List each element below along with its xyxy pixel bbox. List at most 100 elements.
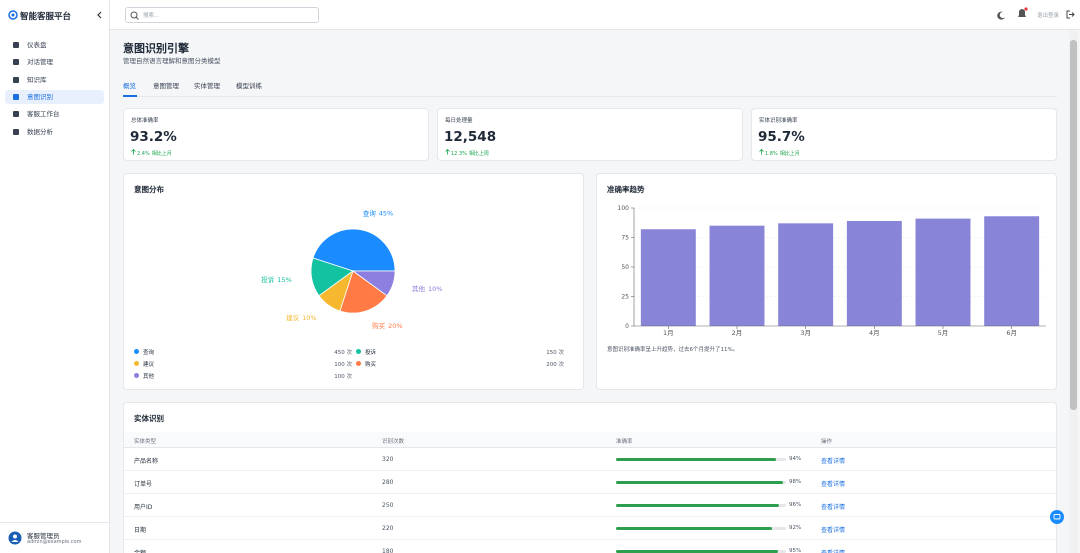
scrollbar[interactable] xyxy=(1069,30,1078,553)
legend-item: 建议 100 次 xyxy=(134,360,352,368)
nav-icon xyxy=(13,128,19,135)
progress-track xyxy=(616,550,786,553)
nav-item[interactable]: 数据分析 xyxy=(5,125,104,139)
slice-value: 10% xyxy=(428,285,442,293)
column-header: 准确率 xyxy=(616,439,633,445)
y-tick-label: 25 xyxy=(621,294,629,301)
nav-label: 客服工作台 xyxy=(27,110,60,119)
nav-item[interactable]: 客服工作台 xyxy=(5,107,104,121)
legend-item: 购买 200 次 xyxy=(356,360,574,368)
notification-bell[interactable] xyxy=(1016,6,1028,20)
slice-value: 10% xyxy=(302,314,316,322)
progress-track xyxy=(616,481,786,484)
x-tick-label: 2月 xyxy=(732,329,743,337)
bar-chart: 0 25 50 75 100 1月 2月 3月 4月 5月 6月 xyxy=(618,205,1046,337)
view-details-link[interactable]: 查看详情 xyxy=(821,458,846,465)
slice-category: 购买 xyxy=(372,321,386,330)
column-header: 识别次数 xyxy=(382,439,405,445)
legend-swatch xyxy=(356,349,361,354)
change-value: 2.4% xyxy=(137,151,150,157)
nav-label: 数据分析 xyxy=(27,127,53,136)
table-row: 用户ID 250 96% 查看详情 xyxy=(124,494,1056,517)
legend-label: 查询 xyxy=(143,350,155,356)
legend-label: 其他 xyxy=(143,374,155,380)
nav-label: 意图识别 xyxy=(27,92,53,101)
collapse-button[interactable] xyxy=(96,11,104,19)
progress-bar xyxy=(616,527,773,530)
tab[interactable]: 模型训练 xyxy=(236,82,262,90)
nav-item[interactable]: 仪表盘 xyxy=(5,38,104,52)
bar-card: 准确率趋势 0 25 50 75 100 1月 2月 3月 4月 5月 6月 意图识别准确率呈上升趋… xyxy=(596,173,1057,390)
stat-label: 实体识别准确率 xyxy=(759,118,798,124)
cell-accuracy: 95% xyxy=(789,548,802,553)
entity-table-card: 实体识别 实体类型 识别次数 准确率 操作 产品名称 320 94% 查看详情 订单号 280 98… xyxy=(123,402,1057,553)
nav-item[interactable]: 知识库 xyxy=(5,73,104,87)
view-details-link[interactable]: 查看详情 xyxy=(821,527,846,534)
nav-icon xyxy=(13,42,19,48)
legend-count: 450 次 xyxy=(334,350,352,356)
legend-label: 建议 xyxy=(143,362,155,368)
y-tick-label: 50 xyxy=(621,264,629,271)
legend-count: 100 次 xyxy=(334,374,352,380)
x-tick-label: 5月 xyxy=(938,329,949,337)
entity-table: 实体类型 识别次数 准确率 操作 产品名称 320 94% 查看详情 订单号 280 98% 查看详情… xyxy=(124,432,1056,553)
progress-bar xyxy=(616,458,776,461)
stat-value: 93.2% xyxy=(130,129,177,145)
bar xyxy=(984,216,1040,326)
legend-count: 150 次 xyxy=(546,350,564,356)
table-row: 金额 180 95% 查看详情 xyxy=(124,540,1056,553)
slice-label: 购买 20% xyxy=(372,321,402,330)
progress-track xyxy=(616,527,786,530)
cell-type: 订单号 xyxy=(134,481,153,488)
legend-label: 投诉 xyxy=(365,350,377,356)
nav-item[interactable]: 对话管理 xyxy=(5,55,104,69)
view-details-link[interactable]: 查看详情 xyxy=(821,481,846,488)
brand-logo xyxy=(8,10,18,20)
cell-type: 产品名称 xyxy=(134,458,159,465)
slice-label: 查询 45% xyxy=(363,209,393,218)
stat-card: 总体准确率 93.2% 2.4% 相比上月 xyxy=(123,108,429,161)
cell-accuracy: 94% xyxy=(789,456,802,462)
change-value: 12.3% xyxy=(451,151,467,157)
nav-item[interactable]: 意图识别 xyxy=(5,89,104,104)
view-details-link[interactable]: 查看详情 xyxy=(821,548,845,553)
nav-icon xyxy=(13,111,19,118)
cell-accuracy: 96% xyxy=(789,502,802,508)
cell-accuracy: 92% xyxy=(789,525,802,531)
table-title: 实体识别 xyxy=(134,414,164,423)
tab[interactable]: 概览 xyxy=(123,82,136,90)
x-tick-label: 4月 xyxy=(869,329,880,337)
stat-card: 每日处理量 12,548 12.3% 相比上周 xyxy=(437,108,743,161)
theme-toggle[interactable] xyxy=(997,11,1006,20)
view-details-link[interactable]: 查看详情 xyxy=(821,504,846,511)
slice-value: 45% xyxy=(379,210,393,218)
logout-button[interactable]: 退出登录 xyxy=(1037,13,1060,19)
arrow-shape xyxy=(445,148,450,155)
legend-count: 100 次 xyxy=(334,362,352,368)
stat-change: 12.3% 相比上周 xyxy=(445,148,489,157)
bar xyxy=(846,220,902,326)
nav-label: 对话管理 xyxy=(27,58,53,67)
legend-swatch xyxy=(134,373,139,378)
legend-swatch xyxy=(134,349,139,354)
search-icon xyxy=(130,11,139,20)
pie-slice xyxy=(339,270,388,314)
chat-button[interactable] xyxy=(1050,510,1064,524)
change-value: 1.8% xyxy=(765,151,778,157)
user-avatar xyxy=(8,531,22,545)
stat-change: 1.8% 相比上月 xyxy=(759,148,800,157)
tab[interactable]: 实体管理 xyxy=(194,82,220,90)
pie-chart: 查询 45%投诉 15%建议 10%购买 20%其他 10% xyxy=(261,209,442,330)
slice-value: 20% xyxy=(388,322,402,330)
stat-value: 12,548 xyxy=(444,129,497,145)
search-box[interactable]: 搜索... xyxy=(125,7,319,23)
change-period: 相比上周 xyxy=(468,151,489,157)
column-header: 操作 xyxy=(821,439,833,445)
tab[interactable]: 意图管理 xyxy=(153,82,179,90)
nav-icon xyxy=(13,93,19,100)
logout-icon[interactable] xyxy=(1066,10,1075,19)
column-header: 实体类型 xyxy=(134,439,157,445)
page-subtitle: 管理自然语言理解和意图分类模型 xyxy=(123,57,221,65)
chart-title: 意图分布 xyxy=(134,185,164,194)
